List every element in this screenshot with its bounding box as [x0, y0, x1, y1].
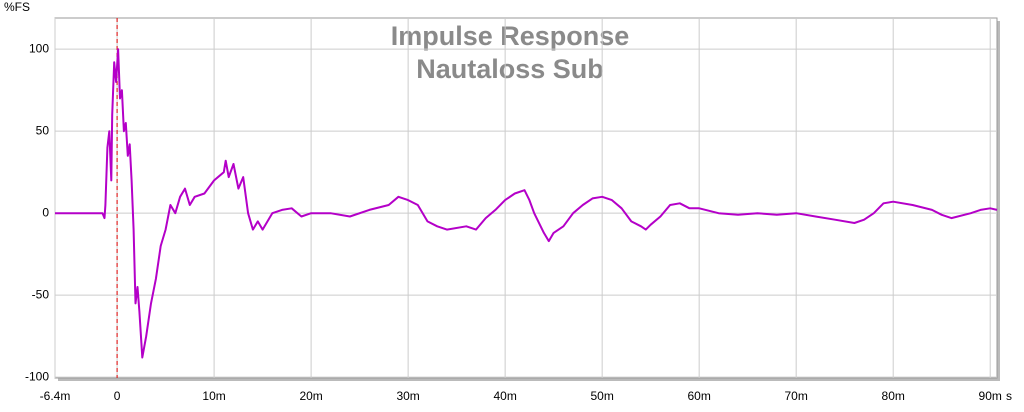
- y-axis-label: %FS: [4, 0, 30, 14]
- x-tick-label: 30m: [396, 389, 419, 403]
- x-axis-label: s: [1006, 389, 1012, 403]
- x-tick-label: 50m: [590, 389, 613, 403]
- plot-frame: [54, 17, 998, 379]
- x-tick-label: 0: [114, 389, 121, 403]
- x-tick-label: 20m: [299, 389, 322, 403]
- x-tick-label: 40m: [493, 389, 516, 403]
- y-tick-label: 0: [42, 205, 49, 219]
- chart-subtitle: Nautaloss Sub: [416, 54, 604, 84]
- x-tick-label: 90m: [979, 389, 1002, 403]
- x-tick-label: 10m: [202, 389, 225, 403]
- x-tick-label: 70m: [785, 389, 808, 403]
- y-tick-label: -50: [32, 287, 50, 301]
- x-tick-label: -6.4m: [40, 389, 71, 403]
- y-tick-label: 50: [36, 123, 50, 137]
- series-line: [55, 48, 998, 359]
- y-tick-label: -100: [25, 369, 49, 383]
- x-tick-label: 60m: [687, 389, 710, 403]
- x-tick-label: 80m: [882, 389, 905, 403]
- chart-title: Impulse Response: [391, 21, 630, 51]
- y-tick-label: 100: [29, 41, 49, 55]
